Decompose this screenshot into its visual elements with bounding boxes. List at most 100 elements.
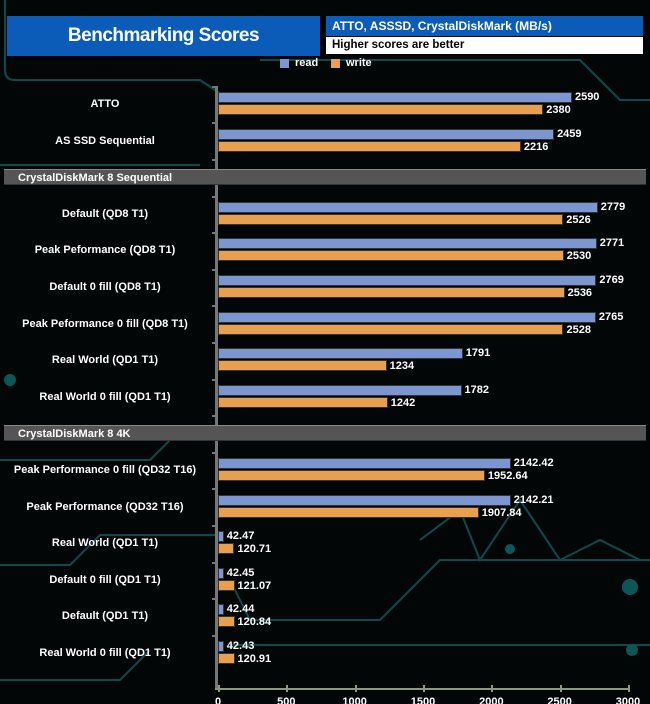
value-label-write: 2536: [567, 287, 593, 299]
x-tick-mark: [559, 685, 562, 692]
x-tick-label: 1000: [342, 696, 367, 704]
category-label: ATTO: [90, 98, 120, 110]
bar-write: [218, 250, 564, 262]
category-label: Real World 0 fill (QD1 T1): [39, 390, 171, 403]
category-label: Real World 0 fill (QD1 T1): [39, 647, 171, 659]
x-tick-mark: [491, 685, 494, 692]
bar-read: [218, 348, 463, 360]
bar-write: [218, 653, 235, 664]
y-tick-mark: [212, 195, 216, 198]
x-tick-label: 3000: [615, 696, 641, 704]
value-label-write: 2526: [566, 213, 591, 226]
bar-write: [218, 140, 521, 152]
category-label: Peak Peformance 0 fill (QD8 T1): [22, 317, 188, 330]
x-tick-label: 2500: [547, 696, 572, 704]
value-label-read: 42.43: [226, 640, 255, 652]
bar-write: [218, 360, 387, 372]
bar-read: [218, 567, 224, 579]
legend-read: read: [280, 57, 318, 69]
value-label-write: 120.91: [237, 653, 272, 665]
category-label: Default 0 fill (QD8 T1): [49, 281, 161, 293]
value-label-write: 2530: [566, 250, 592, 263]
bar-read: [218, 311, 596, 323]
bar-read: [218, 92, 572, 103]
chart-note: Higher scores are better: [326, 37, 643, 54]
category-label: Real World (QD1 T1): [51, 354, 159, 367]
y-tick-mark: [212, 378, 216, 381]
bar-write: [218, 323, 564, 335]
value-label-write: 1234: [389, 360, 415, 373]
legend-write-label: write: [346, 57, 372, 69]
value-label-read: 2771: [599, 237, 625, 250]
legend-read-swatch: [280, 58, 289, 68]
bar-write: [218, 543, 235, 555]
bar-write: [218, 287, 565, 298]
y-tick-mark: [212, 341, 216, 344]
bar-write: [218, 616, 235, 628]
x-axis-line: [215, 688, 628, 690]
x-tick-label: 0: [214, 696, 222, 704]
x-tick-label: 1500: [410, 696, 436, 704]
category-label: Real World (QD1 T1): [51, 537, 159, 550]
bar-write: [218, 579, 235, 591]
bar-write: [218, 470, 485, 481]
bar-read: [218, 201, 598, 213]
y-tick-mark: [212, 232, 216, 235]
value-label-write: 1242: [390, 396, 416, 409]
y-tick-mark: [212, 268, 216, 271]
value-label-write: 1952.64: [487, 470, 528, 482]
section-header: CrystalDiskMark 8 4K: [4, 425, 646, 442]
value-label-write: 1907.84: [481, 506, 522, 519]
bar-read: [218, 384, 462, 396]
bar-read: [218, 275, 597, 286]
x-tick-mark: [218, 685, 220, 692]
bar-read: [218, 494, 511, 506]
x-tick-label: 2000: [479, 696, 504, 704]
value-label-write: 2216: [523, 140, 549, 153]
value-label-write: 120.84: [237, 616, 272, 629]
x-tick-mark: [286, 685, 289, 692]
y-tick-mark: [212, 488, 216, 491]
category-label: AS SSD Sequential: [55, 134, 155, 147]
value-label-write: 121.07: [237, 579, 272, 592]
bar-read: [218, 641, 224, 652]
bar-read: [218, 531, 224, 543]
y-tick-mark: [212, 634, 216, 637]
y-tick-mark: [212, 451, 216, 454]
value-label-read: 2779: [600, 200, 626, 213]
x-tick-mark: [628, 685, 630, 692]
value-label-read: 42.45: [226, 566, 255, 579]
value-label-read: 2459: [557, 127, 582, 140]
y-tick-mark: [212, 305, 216, 308]
category-label: Peak Peformance (QD8 T1): [34, 244, 176, 257]
value-label-write: 120.71: [237, 543, 272, 556]
value-label-read: 2142.21: [513, 493, 554, 506]
value-label-read: 2142.42: [513, 457, 554, 469]
section-header: CrystalDiskMark 8 Sequential: [4, 169, 646, 186]
value-label-write: 2380: [546, 104, 571, 116]
legend-read-label: read: [295, 57, 319, 69]
chart-subtitle: ATTO, ASSSD, CrystalDiskMark (MB/s): [326, 16, 643, 36]
category-label: Default (QD1 T1): [61, 610, 149, 623]
value-label-read: 2590: [574, 91, 600, 103]
y-tick-mark: [212, 122, 216, 125]
y-tick-mark: [212, 158, 216, 161]
category-label: Default (QD8 T1): [61, 207, 149, 220]
bar-read: [218, 604, 224, 616]
y-tick-mark: [212, 524, 216, 527]
bar-write: [218, 396, 388, 408]
bar-write: [218, 506, 479, 518]
x-tick-label: 500: [277, 696, 296, 704]
value-label-read: 42.44: [226, 603, 255, 616]
legend-write-swatch: [331, 58, 340, 68]
legend-write: write: [331, 57, 372, 69]
y-axis-line: [215, 86, 218, 688]
category-label: Peak Performance 0 fill (QD32 T16): [13, 464, 197, 476]
bar-write: [218, 104, 544, 115]
y-tick-mark: [212, 598, 216, 601]
bar-write: [218, 213, 564, 225]
value-label-read: 42.47: [226, 530, 255, 543]
bar-read: [218, 458, 511, 469]
